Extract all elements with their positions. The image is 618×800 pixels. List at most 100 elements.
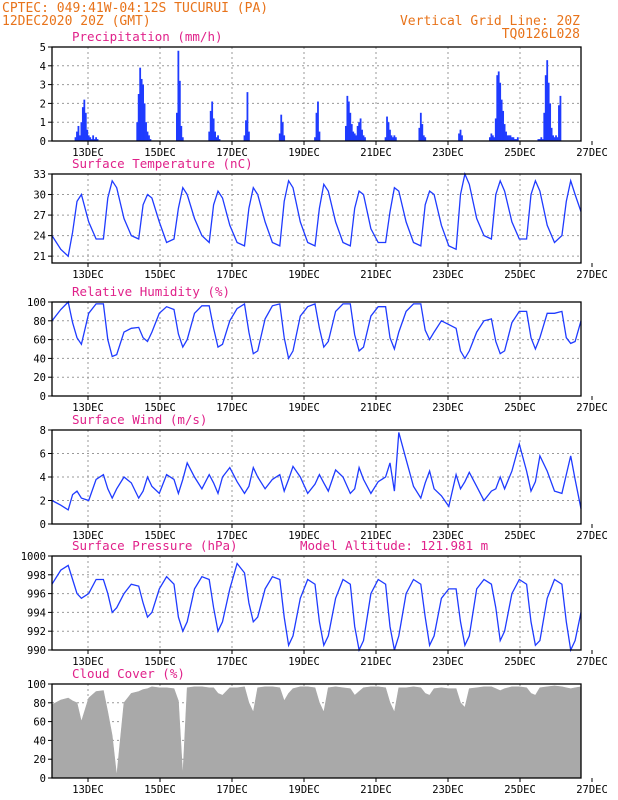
precip-bar (209, 110, 212, 141)
cloud-title: Cloud Cover (%) (72, 666, 185, 681)
wind-ytick-label: 8 (40, 425, 46, 437)
rh-frame (51, 301, 582, 397)
precip-bar (278, 133, 281, 141)
precip-bar (421, 124, 424, 141)
precip-bar (148, 135, 150, 141)
rh-xtick-label: 19DEC (288, 402, 320, 414)
rh-title: Relative Humidity (%) (72, 284, 230, 299)
cloud-xtick-label: 13DEC (72, 784, 104, 796)
precip-bar (418, 127, 421, 141)
cloud-ytick-label: 60 (33, 717, 46, 729)
temp-panel: 13DEC 15DEC 17DEC 19DEC 21DEC 23DEC 25DEC 27DEC… (33, 156, 607, 281)
precip-bar (511, 137, 513, 141)
precip-bar (541, 139, 544, 141)
precip-bar (143, 103, 146, 141)
precip-bar (553, 137, 556, 141)
precip-bar (358, 122, 361, 141)
precip-ytick-label: 4 (40, 61, 46, 73)
precip-bar (493, 137, 496, 141)
pressure-xtick-label: 17DEC (216, 656, 248, 668)
precip-bar (245, 120, 247, 141)
wind-ytick-label: 4 (40, 472, 46, 484)
precip-bar (515, 139, 518, 141)
precip-bar (90, 139, 93, 141)
temp-ytick-label: 33 (33, 169, 46, 181)
precip-bar (74, 137, 77, 141)
precip-bar (364, 137, 366, 141)
rh-ytick-label: 100 (27, 297, 46, 309)
temp-ytick-label: 30 (33, 190, 46, 202)
precip-bar (176, 112, 178, 141)
temp-xtick-label: 19DEC (288, 269, 320, 281)
cloud-frame (51, 683, 582, 779)
pressure-xtick-label: 13DEC (72, 656, 104, 668)
precip-bar (537, 139, 540, 141)
wind-xtick-label: 17DEC (216, 530, 248, 542)
precip-bar (461, 135, 463, 141)
precip-bar (146, 131, 149, 141)
wind-frame (51, 429, 582, 525)
precip-bar (543, 112, 546, 141)
pressure-xtick-label: 19DEC (288, 656, 320, 668)
wind-xtick-label: 27DEC (576, 530, 608, 542)
temp-ytick-label: 27 (33, 210, 46, 222)
precip-bar (549, 103, 552, 141)
precip-bar (389, 129, 391, 141)
precip-bar (556, 137, 559, 141)
precip-bar (349, 112, 352, 141)
precip-bar (86, 129, 89, 141)
rh-xtick-label: 25DEC (504, 402, 536, 414)
cloud-ytick-label: 20 (33, 754, 46, 766)
wind-xtick-label: 19DEC (288, 530, 320, 542)
precip-bar (318, 131, 321, 141)
wind-line (51, 432, 582, 511)
rh-line (51, 300, 582, 361)
pressure-ytick-label: 996 (27, 589, 46, 601)
precip-bar (83, 99, 86, 141)
precip-bar (243, 135, 246, 141)
precip-bar (177, 50, 180, 142)
precip-ytick-label: 5 (40, 42, 46, 54)
precip-bar (424, 137, 427, 141)
cloud-panel: 13DEC 15DEC 17DEC 19DEC 21DEC 23DEC 25DEC 27DEC… (27, 666, 608, 796)
precip-xtick-label: 25DEC (504, 147, 536, 159)
pressure-title: Surface Pressure (hPa) (72, 538, 238, 553)
precip-panel: 13DEC 15DEC 17DEC 19DEC 21DEC 23DEC 25DEC 27DEC… (40, 29, 608, 159)
precip-bar (96, 139, 99, 141)
rh-ytick-label: 0 (40, 391, 46, 403)
precip-ytick-label: 1 (40, 117, 46, 129)
precip-bar (211, 101, 214, 141)
pressure-frame (51, 555, 582, 651)
header-date: 12DEC2020 20Z (GMT) (2, 14, 151, 29)
precip-bar (419, 112, 422, 141)
precip-bar (77, 125, 80, 141)
precip-bar (559, 95, 562, 141)
precip-bar (390, 135, 393, 141)
pressure-xtick-label: 25DEC (504, 656, 536, 668)
precip-bar (140, 78, 143, 141)
precip-bar (93, 139, 96, 141)
cloud-xtick-label: 15DEC (144, 784, 176, 796)
precip-bar (393, 135, 396, 141)
precip-bar (212, 118, 215, 141)
precip-bar (538, 139, 541, 141)
precip-bar (314, 137, 316, 141)
temp-ytick-label: 21 (33, 251, 46, 263)
precip-bar (516, 137, 519, 141)
precip-xtick-label: 27DEC (576, 147, 608, 159)
precip-bar (458, 133, 460, 141)
precip-bar (506, 135, 509, 141)
precip-bar (145, 122, 147, 141)
rh-xtick-label: 27DEC (576, 402, 608, 414)
precip-bar (459, 129, 462, 141)
precip-bar (502, 110, 505, 141)
pressure-panel: 13DEC 15DEC 17DEC 19DEC 21DEC 23DEC 25DEC 27DEC… (21, 538, 608, 668)
precip-bar (491, 135, 494, 141)
cloud-ytick-label: 0 (40, 773, 46, 785)
precip-bar (76, 131, 78, 141)
precip-bar (178, 80, 181, 141)
temp-xtick-label: 21DEC (360, 269, 392, 281)
precip-bar (387, 122, 390, 141)
wind-panel: 13DEC 15DEC 17DEC 19DEC 21DEC 23DEC 25DEC 27DEC… (40, 412, 608, 542)
precip-bar (509, 135, 512, 141)
